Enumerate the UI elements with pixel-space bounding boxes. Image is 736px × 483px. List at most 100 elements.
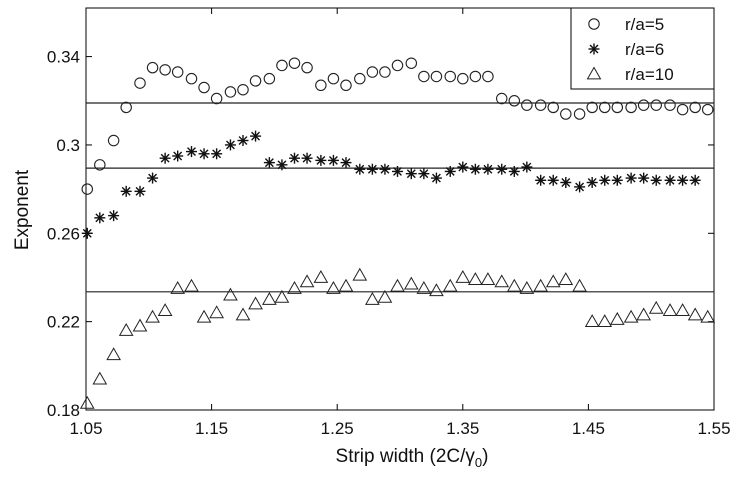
- data-point: [288, 152, 300, 164]
- data-point: [237, 83, 249, 96]
- star-stroke: [600, 175, 610, 185]
- data-point: [469, 163, 481, 175]
- data-point: [184, 278, 199, 292]
- data-point: [444, 165, 456, 177]
- star-stroke: [509, 166, 519, 176]
- data-point: [429, 283, 444, 297]
- data-point: [469, 70, 482, 83]
- data-point: [81, 183, 94, 195]
- x-tick-label: 1.45: [572, 419, 605, 438]
- data-point: [391, 165, 403, 177]
- data-point: [442, 278, 458, 292]
- data-point: [506, 278, 522, 292]
- series-2: [81, 130, 701, 239]
- star-stroke: [639, 173, 649, 183]
- data-point: [496, 163, 508, 175]
- data-point: [81, 227, 93, 239]
- data-point: [405, 57, 418, 69]
- star-stroke: [355, 164, 365, 174]
- x-tick-label: 1.25: [321, 419, 354, 438]
- data-point: [172, 150, 184, 162]
- data-point: [457, 72, 469, 85]
- data-point: [467, 272, 483, 286]
- data-point: [313, 269, 329, 283]
- y-axis-label: Exponent: [12, 169, 33, 250]
- star-stroke: [238, 136, 248, 145]
- x-tick-label: 1.55: [697, 419, 730, 438]
- data-point: [147, 172, 159, 184]
- data-points: [79, 57, 716, 409]
- data-point: [134, 185, 146, 197]
- data-point: [482, 163, 494, 175]
- data-point: [366, 66, 379, 78]
- star-stroke: [95, 213, 105, 223]
- data-point: [664, 174, 676, 186]
- data-point: [92, 371, 108, 385]
- star-stroke: [290, 153, 299, 163]
- data-point: [457, 161, 469, 173]
- x-tick-label: 1.05: [69, 419, 102, 438]
- data-point: [79, 395, 95, 409]
- data-point: [301, 152, 313, 164]
- star-stroke: [212, 149, 222, 159]
- data-point: [94, 212, 106, 224]
- data-point: [186, 146, 198, 158]
- data-point: [171, 66, 184, 78]
- data-point: [315, 79, 327, 92]
- tick-labels: 1.05 1.15 1.25 1.35 1.45 1.55 0.18 0.22 0.26 0.3 0…: [47, 48, 731, 438]
- data-point: [611, 174, 623, 186]
- data-point: [586, 101, 598, 114]
- data-point: [701, 103, 714, 116]
- y-tick-label: 0.26: [47, 224, 80, 243]
- data-point: [209, 305, 224, 319]
- data-point: [521, 99, 533, 111]
- star-stroke: [199, 149, 209, 159]
- data-point: [508, 95, 521, 107]
- data-point: [430, 172, 442, 184]
- star-stroke: [277, 160, 287, 170]
- star-stroke: [173, 151, 183, 161]
- data-point: [263, 72, 276, 85]
- star-stroke: [497, 164, 507, 174]
- data-point: [287, 281, 302, 294]
- star-stroke: [302, 153, 312, 163]
- data-point: [584, 314, 600, 328]
- data-point: [210, 92, 223, 105]
- data-point: [159, 152, 171, 164]
- star-stroke: [431, 173, 441, 183]
- data-point: [326, 281, 341, 294]
- data-point: [134, 77, 146, 89]
- data-point: [249, 75, 262, 87]
- data-point: [547, 101, 559, 114]
- data-point: [574, 181, 586, 193]
- star-stroke: [419, 169, 429, 179]
- data-point: [132, 318, 148, 332]
- star-stroke: [82, 228, 92, 238]
- data-point: [377, 289, 393, 303]
- data-point: [366, 163, 378, 175]
- data-point: [418, 70, 430, 83]
- data-point: [211, 148, 223, 160]
- data-point: [444, 70, 456, 83]
- star-stroke: [626, 173, 636, 183]
- data-point: [263, 157, 275, 169]
- star-stroke: [148, 173, 158, 183]
- x-tick-label: 1.35: [446, 419, 479, 438]
- legend-marker: [588, 18, 600, 30]
- star-stroke: [651, 175, 661, 185]
- star-stroke: [264, 158, 274, 168]
- data-point: [482, 70, 494, 83]
- star-stroke: [406, 169, 416, 179]
- data-point: [675, 303, 690, 316]
- star-stroke: [445, 166, 455, 176]
- data-point: [390, 278, 405, 292]
- legend: r/a=5 r/a=6 r/a=10: [570, 7, 715, 90]
- data-point: [301, 61, 313, 74]
- star-stroke: [690, 175, 700, 185]
- data-point: [315, 154, 327, 166]
- star-stroke: [393, 166, 402, 176]
- data-point: [299, 274, 315, 288]
- data-point: [185, 72, 198, 85]
- data-point: [403, 276, 419, 290]
- star-stroke: [121, 186, 131, 196]
